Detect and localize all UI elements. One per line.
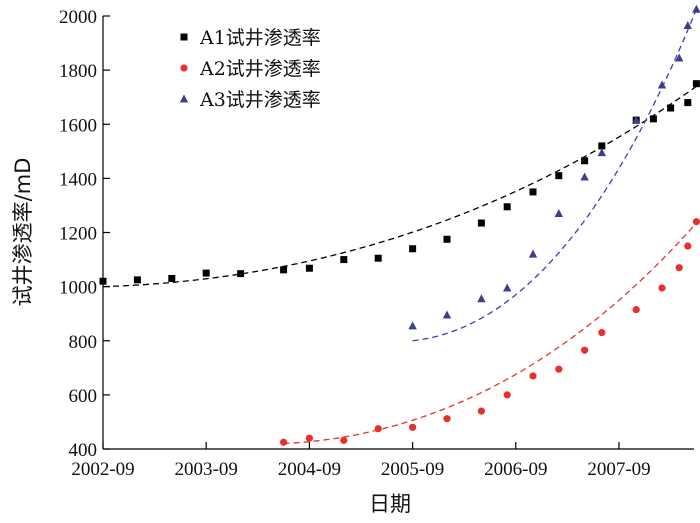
data-point-1 [409,245,417,253]
data-point-2 [658,284,666,292]
data-point-1 [598,142,606,150]
data-point-1 [305,264,313,272]
data-point-2 [280,438,288,446]
data-point-1 [529,188,537,196]
data-point-2 [409,423,417,431]
x-tick-label: 2005-09 [381,459,444,480]
data-point-2 [581,346,589,354]
data-point-1 [133,276,141,284]
data-point-2 [684,242,692,250]
data-point-1 [692,80,700,88]
data-point-1 [280,266,288,274]
data-points [99,4,700,446]
data-point-3 [597,148,606,157]
data-point-2 [598,329,606,337]
data-point-2 [443,415,451,423]
data-point-3 [632,115,641,124]
data-point-2 [305,434,313,442]
data-point-1 [581,157,589,165]
data-point-1 [374,254,382,262]
data-point-3 [442,310,452,319]
data-point-2 [692,218,700,226]
x-tick-label: 2003-09 [175,459,238,480]
y-tick-label: 800 [69,332,98,353]
legend-label-1: A1试井渗透率 [199,27,321,49]
legend-marker-2 [180,64,188,72]
data-point-1 [168,275,176,283]
data-point-2 [675,264,683,272]
y-tick-label: 2000 [59,7,97,28]
axes [102,15,694,450]
data-point-1 [684,99,692,107]
data-point-3 [683,20,692,29]
data-point-2 [529,372,537,380]
data-point-3 [675,53,684,62]
y-tick-label: 1400 [59,169,97,190]
data-point-2 [374,425,382,433]
legend-marker-1 [180,33,188,41]
y-tick-label: 400 [69,440,98,461]
y-tick-label: 1800 [59,61,97,82]
trend-line-1 [102,85,697,288]
data-point-1 [340,256,348,264]
data-point-3 [528,249,538,258]
data-point-3 [692,4,700,13]
data-point-2 [555,365,563,373]
data-point-3 [477,294,486,303]
data-point-1 [649,115,657,123]
legend: A1试井渗透率 A2试井渗透率 A3试井渗透率 [179,27,321,111]
data-point-3 [503,283,512,292]
trend-line-2 [283,222,697,445]
data-point-2 [503,391,511,399]
trend-line-3 [412,8,698,342]
trend-lines [102,8,698,445]
data-point-3 [408,321,417,330]
data-point-1 [555,172,563,180]
data-point-3 [657,80,667,89]
data-point-1 [477,219,485,227]
y-tick-label: 1000 [59,278,97,299]
y-tick-label: 1600 [59,115,97,136]
data-point-3 [580,172,589,181]
data-point-1 [202,269,210,277]
data-point-1 [443,235,451,243]
data-point-1 [237,270,245,278]
x-axis-label: 日期 [369,492,411,516]
x-tick-label: 2002-09 [71,459,134,480]
data-point-2 [632,306,640,314]
data-point-1 [503,203,511,211]
legend-label-3: A3试井渗透率 [199,89,321,111]
legend-marker-3 [179,94,189,103]
data-point-2 [340,436,348,444]
x-tick-label: 2006-09 [484,459,547,480]
x-tick-label: 2004-09 [278,459,341,480]
tick-labels: 400 600 800 1000 1200 1400 1600 1800 2000 2002-09… [59,7,651,480]
y-axis-label: 试井渗透率/mD [11,158,35,307]
data-point-3 [554,209,563,218]
y-tick-label: 600 [69,386,98,407]
data-point-1 [667,104,675,112]
x-tick-label: 2007-09 [587,459,650,480]
y-tick-label: 1200 [59,224,97,245]
plot-area [99,4,700,446]
data-point-2 [477,407,485,415]
legend-label-2: A2试井渗透率 [199,58,321,80]
